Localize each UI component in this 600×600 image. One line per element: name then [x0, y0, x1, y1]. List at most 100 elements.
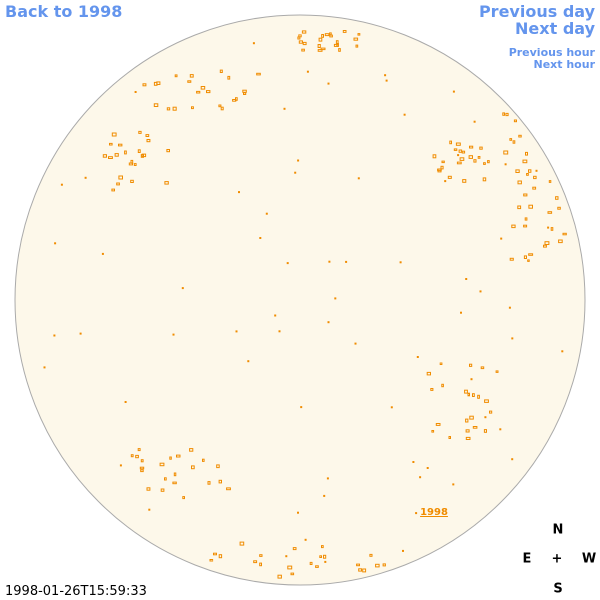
feature: [317, 44, 321, 48]
feature: [557, 206, 561, 210]
feature: [522, 159, 528, 164]
feature: [133, 163, 137, 167]
feature: [504, 163, 507, 166]
feature: [415, 512, 418, 515]
feature: [517, 180, 522, 185]
feature: [328, 260, 331, 263]
feature: [135, 454, 139, 459]
feature: [226, 487, 231, 491]
feature: [487, 160, 490, 164]
feature: [456, 161, 462, 165]
feature: [441, 160, 445, 164]
feature: [500, 237, 503, 240]
feature: [124, 401, 127, 403]
feature: [253, 560, 258, 564]
feature: [209, 559, 214, 562]
feature: [353, 37, 359, 41]
feature: [283, 107, 286, 110]
compass-center: +: [552, 552, 563, 567]
feature: [435, 423, 441, 426]
feature: [290, 572, 295, 576]
feature: [509, 257, 514, 261]
feature: [164, 181, 169, 185]
feature: [437, 168, 442, 173]
feature: [54, 242, 57, 245]
feature: [453, 148, 458, 151]
feature: [277, 574, 282, 579]
next-day-link[interactable]: Next day: [515, 19, 596, 38]
feature: [141, 153, 147, 158]
feature: [562, 232, 567, 236]
feature: [297, 511, 299, 514]
feature: [472, 393, 475, 398]
feature: [265, 212, 268, 215]
feature: [508, 306, 511, 309]
feature: [164, 477, 167, 481]
feature: [232, 99, 237, 102]
feature: [528, 169, 532, 173]
feature: [467, 392, 470, 397]
feature: [148, 508, 151, 511]
feature: [145, 134, 150, 138]
feature: [189, 74, 194, 78]
feature: [206, 90, 211, 94]
feature: [142, 83, 147, 87]
feature: [297, 159, 300, 162]
feature: [109, 142, 113, 146]
feature: [548, 180, 552, 183]
feature: [561, 350, 564, 353]
feature: [555, 196, 559, 200]
feature: [550, 227, 554, 231]
feature: [140, 469, 144, 473]
previous-hour-link[interactable]: Previous hour: [509, 46, 596, 59]
next-hour-link[interactable]: Next hour: [534, 58, 596, 71]
feature: [523, 224, 528, 228]
feature: [431, 430, 435, 433]
feature: [458, 149, 463, 153]
feature: [140, 459, 144, 463]
feature: [472, 426, 478, 429]
feature: [526, 173, 529, 176]
disk-year-link[interactable]: 1998: [420, 507, 448, 518]
back-link[interactable]: Back to 1998: [5, 2, 122, 21]
feature: [444, 180, 447, 183]
feature: [53, 334, 56, 337]
feature: [354, 342, 357, 345]
features: [43, 30, 567, 579]
feature: [111, 132, 117, 137]
feature: [469, 145, 474, 149]
feature: [464, 389, 468, 394]
compass-north: N: [553, 523, 564, 538]
feature: [543, 244, 547, 248]
feature: [292, 547, 297, 551]
feature: [327, 82, 330, 85]
feature: [357, 33, 361, 36]
feature: [153, 103, 159, 108]
feature: [479, 290, 482, 293]
feature: [327, 321, 330, 324]
feature: [477, 156, 481, 159]
feature: [465, 278, 468, 280]
feature: [108, 156, 113, 159]
feature: [432, 154, 437, 159]
feature: [216, 464, 220, 469]
feature: [300, 406, 303, 409]
feature: [319, 555, 322, 558]
feature: [239, 541, 245, 546]
feature: [323, 554, 327, 559]
feature: [503, 150, 509, 155]
feature: [532, 186, 537, 190]
feature: [172, 481, 177, 485]
previous-day-link[interactable]: Previous day: [479, 2, 596, 21]
feature: [247, 360, 250, 363]
feature: [465, 429, 470, 433]
feature: [302, 41, 307, 46]
feature: [285, 555, 288, 558]
feature: [334, 297, 337, 300]
feature: [119, 464, 122, 467]
feature: [102, 154, 108, 158]
feature: [146, 487, 151, 491]
feature: [523, 255, 528, 259]
feature: [489, 410, 493, 414]
feature: [242, 89, 247, 93]
